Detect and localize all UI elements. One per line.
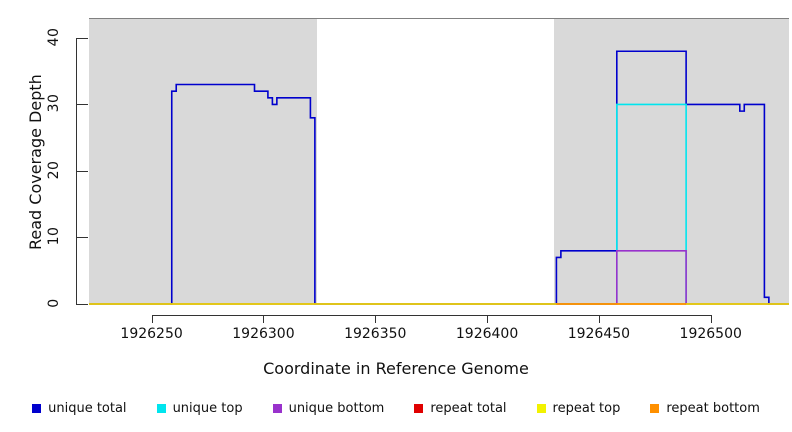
y-axis-tick: [76, 170, 88, 172]
x-axis-tick: [151, 315, 153, 323]
legend: unique total unique top unique bottom repea…: [0, 396, 792, 420]
x-tick-label: 1926400: [455, 326, 519, 342]
series-line-unique-bottom: [89, 249, 789, 305]
y-axis-title: Read Coverage Depth: [26, 74, 45, 250]
legend-swatch-icon: [32, 403, 42, 413]
legend-swatch-icon: [156, 403, 166, 413]
x-axis-tick: [263, 315, 265, 323]
legend-item: unique total: [32, 400, 127, 416]
legend-item: repeat total: [414, 400, 507, 416]
x-tick-label: 1926500: [679, 326, 742, 342]
panel-top-rule: [317, 18, 555, 19]
legend-swatch-icon: [536, 403, 546, 413]
x-axis-tick: [710, 315, 712, 323]
legend-label: unique total: [48, 400, 127, 416]
shaded-region: [89, 18, 318, 304]
x-axis-line: [151, 315, 711, 316]
x-tick-label: 1926450: [567, 326, 631, 342]
shaded-region: [554, 18, 789, 304]
legend-label: repeat total: [430, 400, 507, 416]
x-tick-label: 1926300: [232, 326, 295, 342]
series-line-unique-total: [89, 50, 789, 305]
x-axis-tick: [487, 315, 489, 323]
legend-item: repeat top: [536, 400, 621, 416]
legend-item: unique bottom: [272, 400, 385, 416]
legend-item: unique top: [156, 400, 243, 416]
legend-label: unique top: [172, 400, 243, 416]
x-axis-tick: [598, 315, 600, 323]
x-axis-title: Coordinate in Reference Genome: [263, 359, 529, 378]
panel-top-rule: [89, 18, 318, 19]
legend-swatch-icon: [414, 403, 424, 413]
legend-item: repeat bottom: [650, 401, 760, 416]
plot-area: [89, 18, 789, 304]
y-axis-tick: [76, 37, 88, 39]
y-axis-tick: [76, 304, 88, 305]
legend-label: repeat bottom: [666, 400, 760, 416]
x-tick-label: 1926350: [344, 326, 407, 342]
y-axis-tick: [76, 237, 88, 239]
legend-label: unique bottom: [288, 400, 385, 416]
legend-swatch-icon: [272, 403, 282, 413]
legend-label: repeat top: [552, 400, 621, 416]
panel-top-rule: [554, 18, 789, 19]
y-axis-tick: [76, 104, 88, 106]
x-tick-label: 1926250: [120, 326, 183, 342]
x-axis-tick: [375, 315, 377, 323]
series-line-unique-top: [89, 103, 789, 305]
legend-swatch-icon: [650, 403, 660, 413]
